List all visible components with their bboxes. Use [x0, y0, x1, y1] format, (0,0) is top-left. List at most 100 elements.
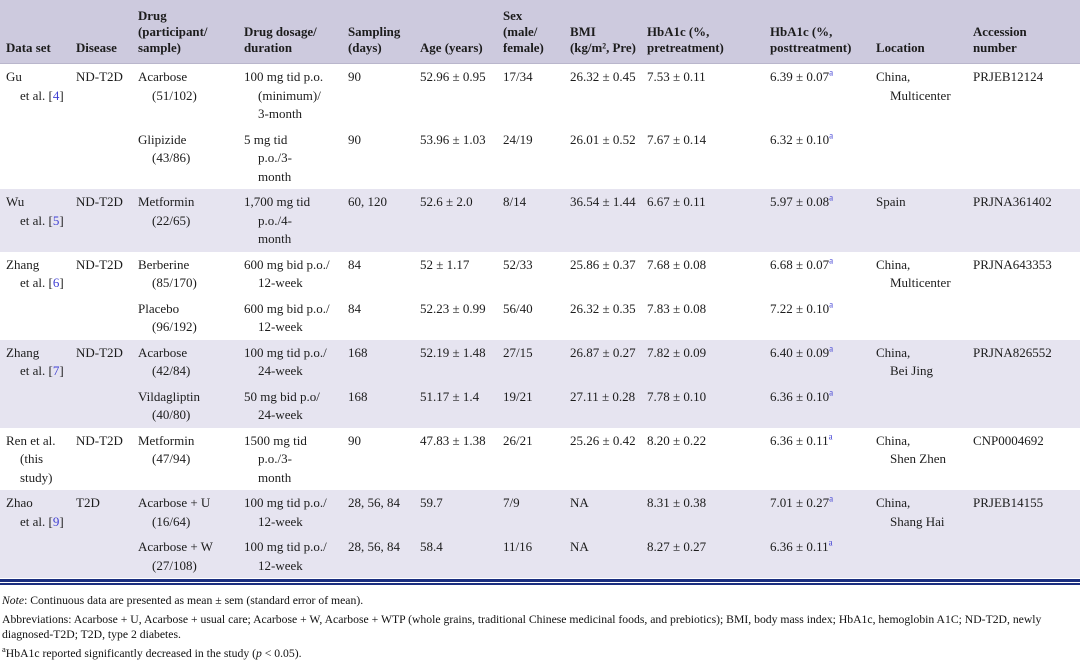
- cell-hba1c-pre: 7.82 ± 0.09: [641, 340, 764, 384]
- cell-hba1c-pre-text: 7.67 ± 0.14: [647, 131, 706, 150]
- cell-disease-text: ND-T2D: [76, 432, 123, 451]
- cell-dosage-text: 50 mg bid p.o/ 24-week: [244, 388, 320, 425]
- cell-sampling: 28, 56, 84: [342, 534, 414, 578]
- cell-bmi: 25.26 ± 0.42: [564, 428, 641, 491]
- col-header-hba1c-pre: HbA1c (%, pretreatment): [641, 0, 764, 64]
- cell-hba1c-post-text: 6.68 ± 0.07: [770, 256, 829, 275]
- cell-age: 53.96 ± 1.03: [414, 127, 497, 190]
- cell-bmi: 36.54 ± 1.44: [564, 189, 641, 252]
- col-header-hba1c-post: HbA1c (%, posttreatment): [764, 0, 870, 64]
- cell-hba1c-post-text: 7.22 ± 0.10: [770, 300, 829, 319]
- significance-superscript: a: [829, 255, 833, 265]
- cell-disease: ND-T2D: [70, 64, 132, 190]
- cell-age-text: 51.17 ± 1.4: [420, 388, 479, 407]
- cell-dataset-text: Zhang et al. [7]: [6, 344, 64, 381]
- table-bottom-rule: [0, 579, 1080, 585]
- cell-hba1c-pre-text: 8.27 ± 0.27: [647, 538, 706, 557]
- cell-accession-text: PRJEB12124: [973, 68, 1043, 87]
- cell-hba1c-post: 6.40 ± 0.09a: [764, 340, 870, 384]
- cell-bmi: 25.86 ± 0.37: [564, 252, 641, 296]
- cell-accession-text: PRJEB14155: [973, 494, 1043, 513]
- cell-location: China, Shang Hai: [870, 490, 967, 578]
- cell-sampling: 60, 120: [342, 189, 414, 252]
- cell-accession-text: PRJNA826552: [973, 344, 1052, 363]
- cell-dataset: Zhang et al. [6]: [0, 252, 70, 340]
- cell-dataset: Gu et al. [4]: [0, 64, 70, 190]
- cell-sex-text: 11/16: [503, 538, 532, 557]
- col-header-location: Location: [870, 0, 967, 64]
- col-header-sex: Sex (male/ female): [497, 0, 564, 64]
- cell-sex: 26/21: [497, 428, 564, 491]
- cell-sex: 8/14: [497, 189, 564, 252]
- cell-hba1c-post: 6.36 ± 0.11a: [764, 534, 870, 578]
- cell-disease-text: ND-T2D: [76, 68, 123, 87]
- cell-bmi: 26.87 ± 0.27: [564, 340, 641, 384]
- cell-age: 58.4: [414, 534, 497, 578]
- cell-hba1c-post-text: 6.32 ± 0.10: [770, 131, 829, 150]
- cell-disease-text: ND-T2D: [76, 193, 123, 212]
- cell-dosage-text: 100 mg tid p.o./ 12-week: [244, 538, 327, 575]
- cell-accession: PRJEB14155: [967, 490, 1080, 578]
- cell-location-text: Spain: [876, 193, 906, 212]
- col-header-disease: Disease: [70, 0, 132, 64]
- cell-dosage: 50 mg bid p.o/ 24-week: [238, 384, 342, 428]
- cell-drug-text: Metformin (47/94): [138, 432, 194, 469]
- cell-sampling-text: 90: [348, 432, 362, 451]
- significance-superscript: a: [829, 494, 833, 504]
- reference-link[interactable]: 4: [53, 88, 60, 103]
- reference-link[interactable]: 5: [53, 213, 60, 228]
- cell-age: 52.6 ± 2.0: [414, 189, 497, 252]
- cell-age-text: 52.19 ± 1.48: [420, 344, 486, 363]
- cell-dataset: Wu et al. [5]: [0, 189, 70, 252]
- cell-drug-text: Acarbose (51/102): [138, 68, 197, 105]
- cell-dosage-text: 600 mg bid p.o./ 12-week: [244, 300, 330, 337]
- significance-superscript: a: [829, 538, 833, 548]
- cell-bmi: 26.32 ± 0.35: [564, 296, 641, 340]
- cell-bmi-text: NA: [570, 538, 589, 557]
- cell-dataset-text: Ren et al. (this study): [6, 432, 55, 488]
- col-header-sampling: Sampling (days): [342, 0, 414, 64]
- cell-hba1c-post-text: 6.39 ± 0.07: [770, 68, 829, 87]
- cell-accession-text: PRJNA643353: [973, 256, 1052, 275]
- cell-drug-text: Acarbose (42/84): [138, 344, 190, 381]
- cell-hba1c-post-text: 6.36 ± 0.10: [770, 388, 829, 407]
- cell-sex-text: 8/14: [503, 193, 526, 212]
- cell-hba1c-post: 6.32 ± 0.10a: [764, 127, 870, 190]
- cell-age: 51.17 ± 1.4: [414, 384, 497, 428]
- header-row: Data set Disease Drug (participant/ samp…: [0, 0, 1080, 64]
- cell-hba1c-pre: 8.31 ± 0.38: [641, 490, 764, 534]
- reference-link[interactable]: 6: [53, 275, 60, 290]
- footnote-a: aHbA1c reported significantly decreased …: [2, 646, 1074, 661]
- cell-location: China, Multicenter: [870, 252, 967, 340]
- cell-sex-text: 56/40: [503, 300, 533, 319]
- cell-drug: Acarbose + U (16/64): [132, 490, 238, 534]
- cell-bmi-text: 36.54 ± 1.44: [570, 193, 636, 212]
- cell-hba1c-pre: 6.67 ± 0.11: [641, 189, 764, 252]
- cell-disease-text: T2D: [76, 494, 100, 513]
- cell-sampling: 84: [342, 252, 414, 296]
- cell-sex-text: 7/9: [503, 494, 520, 513]
- cell-disease-text: ND-T2D: [76, 256, 123, 275]
- cell-sampling: 28, 56, 84: [342, 490, 414, 534]
- cell-sampling-text: 90: [348, 68, 362, 87]
- reference-link[interactable]: 7: [53, 363, 60, 378]
- cell-drug-text: Glipizide (43/86): [138, 131, 190, 168]
- cell-age-text: 47.83 ± 1.38: [420, 432, 486, 451]
- cell-age-text: 59.7: [420, 494, 443, 513]
- cell-disease: ND-T2D: [70, 428, 132, 491]
- cell-location: China, Bei Jing: [870, 340, 967, 428]
- cell-drug: Vildagliptin (40/80): [132, 384, 238, 428]
- cell-sex-text: 26/21: [503, 432, 533, 451]
- reference-link[interactable]: 9: [53, 514, 60, 529]
- cell-sex: 17/34: [497, 64, 564, 127]
- cell-accession-text: CNP0004692: [973, 432, 1044, 451]
- cell-sampling: 168: [342, 340, 414, 384]
- cell-sex-text: 24/19: [503, 131, 533, 150]
- cell-hba1c-pre: 8.20 ± 0.22: [641, 428, 764, 491]
- cell-dosage: 1,700 mg tid p.o./4- month: [238, 189, 342, 252]
- cell-hba1c-post-text: 7.01 ± 0.27: [770, 494, 829, 513]
- cell-dosage-text: 600 mg bid p.o./ 12-week: [244, 256, 330, 293]
